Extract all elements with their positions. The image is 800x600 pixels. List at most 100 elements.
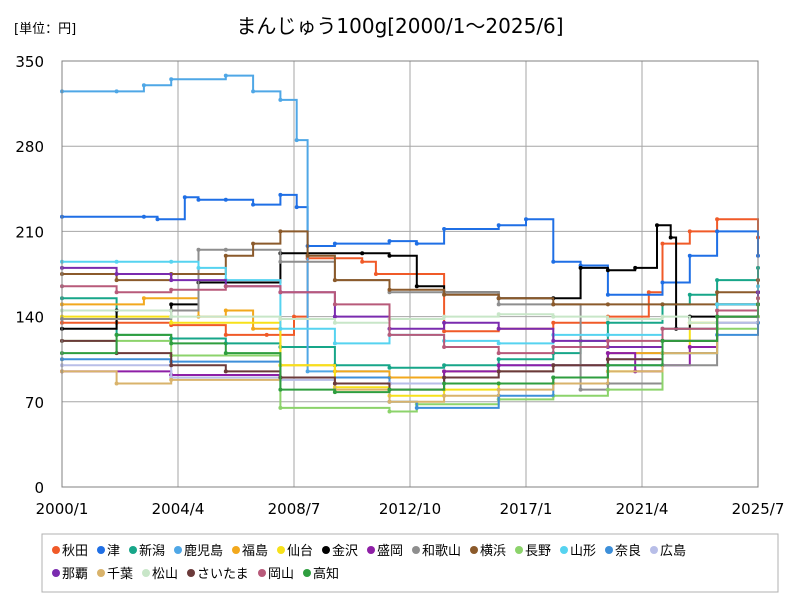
legend-marker: [303, 569, 311, 577]
data-point: [551, 338, 556, 343]
legend-entry: 新潟: [129, 543, 165, 559]
data-point: [551, 345, 556, 349]
data-point: [278, 405, 283, 410]
legend-marker: [322, 546, 330, 554]
data-point: [414, 284, 419, 289]
legend-entry: 広島: [650, 544, 686, 559]
data-point: [551, 320, 556, 325]
data-point: [360, 251, 365, 256]
data-point: [223, 332, 228, 337]
data-point: [169, 302, 174, 307]
data-point: [578, 387, 583, 392]
data-point: [605, 363, 610, 368]
data-point: [668, 235, 673, 240]
data-point: [387, 239, 392, 244]
data-point: [715, 314, 720, 319]
unit-label: [単位：円]: [14, 21, 76, 37]
data-point: [169, 287, 174, 292]
data-point: [114, 278, 119, 283]
data-point: [605, 302, 610, 307]
data-point: [169, 320, 174, 325]
legend-entry: 津: [97, 544, 120, 559]
legend-marker: [412, 546, 420, 554]
data-point: [442, 320, 447, 325]
legend-label: 松山: [152, 567, 178, 582]
data-point: [196, 197, 201, 202]
legend-label: 那覇: [62, 567, 88, 582]
y-tick-label: 280: [15, 138, 44, 156]
legend-entry: 金沢: [322, 543, 358, 559]
data-point: [496, 369, 501, 374]
data-point: [605, 268, 610, 273]
data-point: [605, 357, 610, 362]
legend-label: 盛岡: [377, 544, 403, 559]
data-point: [223, 351, 228, 356]
data-point: [660, 314, 665, 319]
data-point: [223, 247, 228, 252]
legend-box: [41, 533, 779, 593]
y-tick-label: 350: [15, 53, 44, 71]
data-point: [387, 399, 392, 404]
legend-marker: [470, 546, 478, 554]
data-point: [605, 387, 610, 392]
x-tick-label: 2012/10: [379, 500, 441, 518]
legend-marker: [97, 546, 105, 554]
data-point: [442, 345, 447, 349]
data-point: [660, 338, 665, 343]
legend-entry: 和歌山: [412, 544, 461, 559]
data-point: [496, 363, 501, 368]
data-point: [155, 217, 160, 222]
legend-entry: 岡山: [258, 567, 294, 582]
y-tick-label: 0: [34, 479, 44, 497]
data-point: [114, 332, 119, 337]
series-19: [60, 302, 760, 395]
legend-label: さいたま: [197, 567, 249, 582]
legend-label: 秋田: [62, 544, 88, 559]
data-point: [387, 409, 392, 414]
data-point: [715, 302, 720, 307]
data-point: [551, 363, 556, 368]
data-point: [496, 296, 501, 301]
legend-label: 新潟: [139, 543, 165, 559]
data-point: [169, 363, 174, 368]
data-point: [442, 393, 447, 398]
data-point: [442, 329, 447, 334]
legend-marker: [232, 546, 240, 554]
legend-marker: [258, 569, 266, 577]
x-tick-label: 2021/4: [616, 500, 669, 518]
legend-marker: [52, 569, 60, 577]
data-point: [551, 259, 556, 264]
data-point: [442, 314, 447, 319]
x-tick-label: 2000/1: [36, 500, 89, 518]
data-point: [687, 345, 692, 349]
data-point: [387, 387, 392, 392]
data-point: [114, 259, 119, 264]
data-point: [551, 375, 556, 380]
data-point: [414, 405, 419, 410]
data-point: [278, 229, 283, 234]
legend-marker: [129, 546, 137, 554]
data-point: [223, 284, 228, 289]
legend-entry: 盛岡: [367, 544, 403, 559]
legend-marker: [560, 546, 568, 554]
data-point: [169, 77, 174, 82]
data-point: [578, 265, 583, 270]
data-point: [141, 83, 146, 88]
data-point: [169, 259, 174, 264]
legend-label: 仙台: [287, 544, 313, 559]
data-point: [442, 292, 447, 297]
legend-label: 鹿児島: [184, 543, 223, 559]
data-point: [496, 302, 501, 307]
legend-entry: 鹿児島: [174, 543, 223, 559]
data-point: [660, 326, 665, 331]
data-point: [223, 308, 228, 313]
data-point: [264, 332, 269, 337]
legend-entry: 那覇: [52, 567, 88, 582]
series-line: [62, 304, 759, 394]
data-point: [715, 278, 720, 283]
legend-label: 奈良: [615, 543, 641, 559]
data-point: [332, 241, 337, 246]
data-point: [251, 326, 256, 331]
